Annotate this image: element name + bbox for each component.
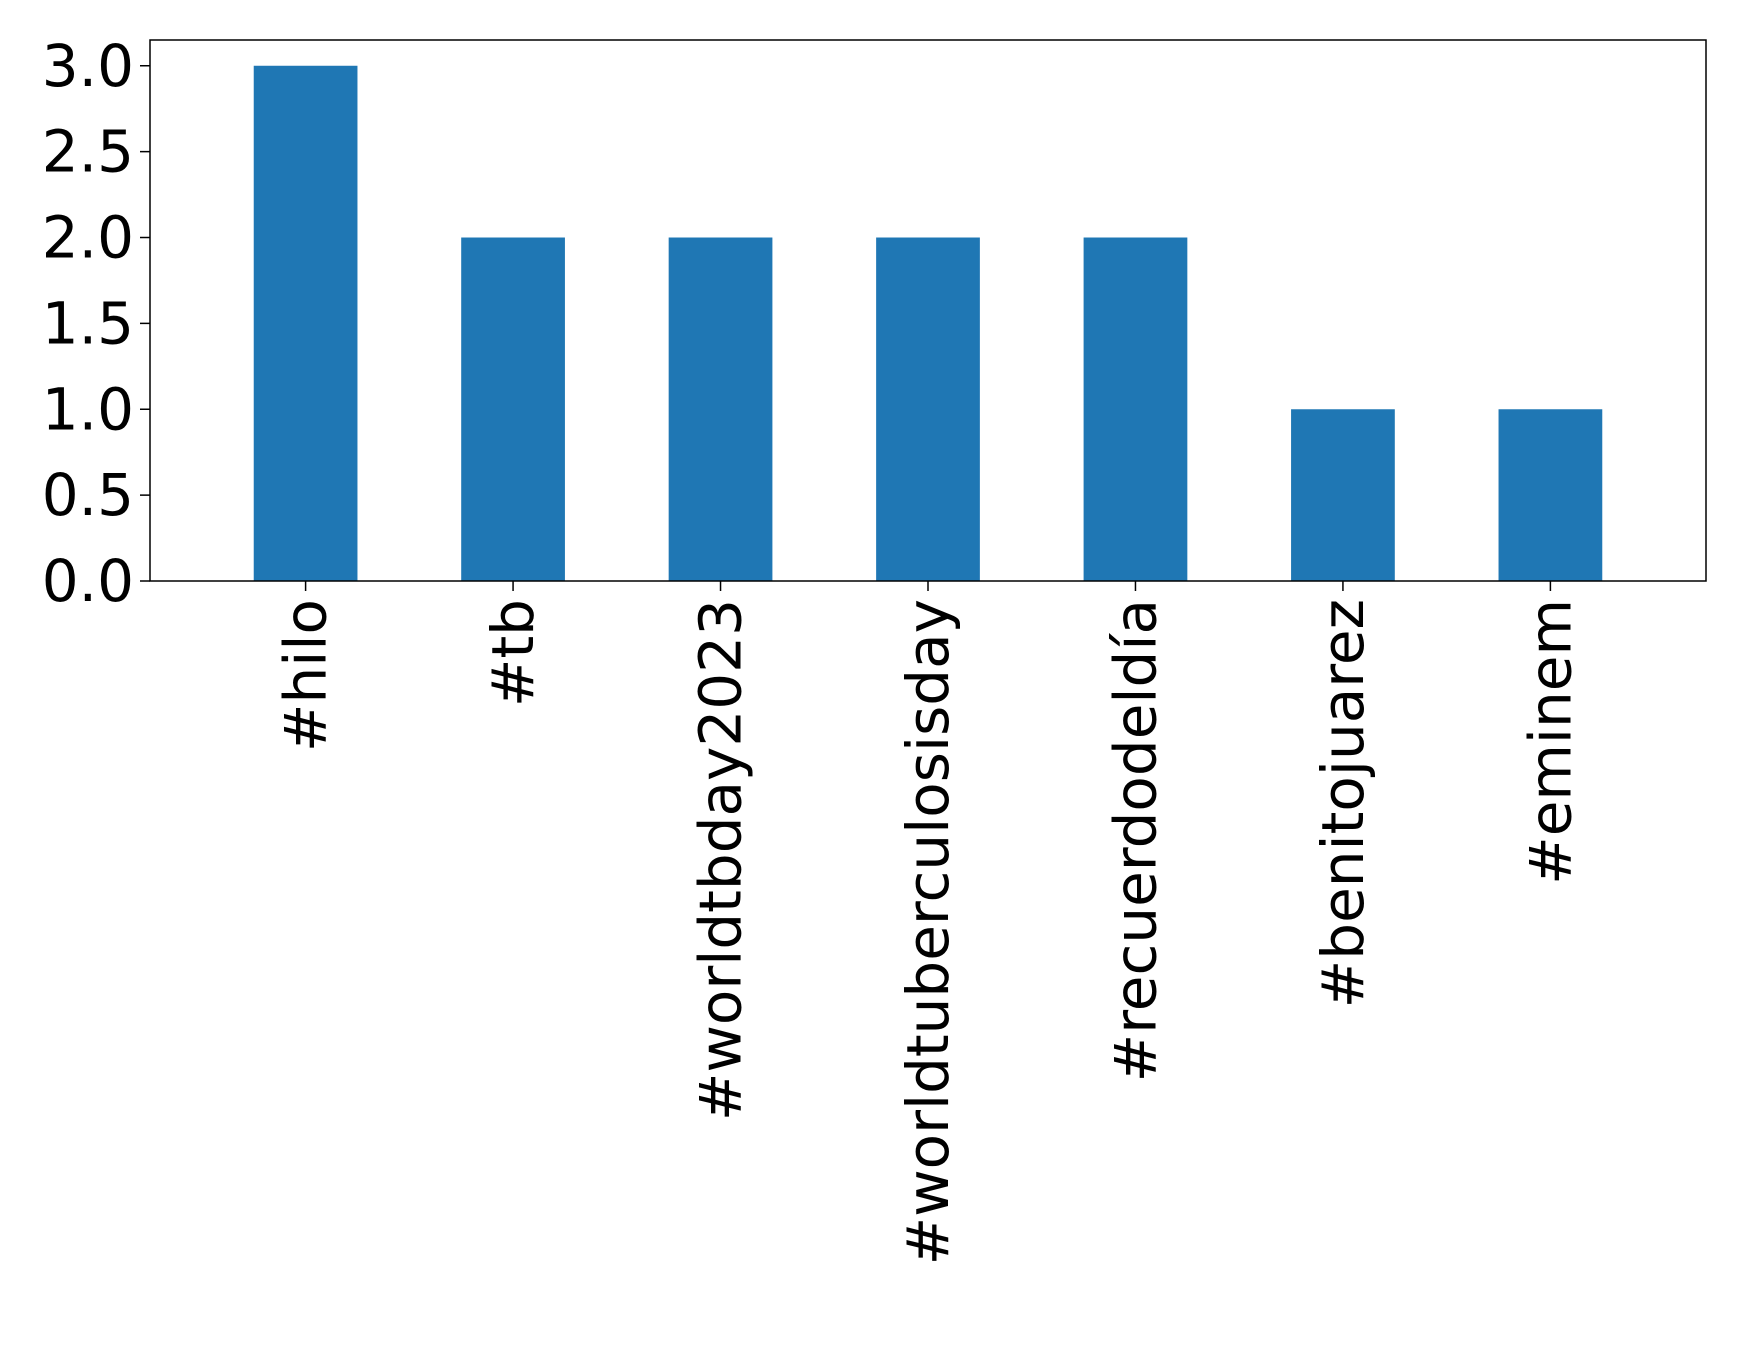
x-axis: #hilo #tb #worldtbday2023 #worldtuberculosi… (272, 581, 1584, 1265)
bar-4 (1083, 237, 1188, 581)
bar-2 (668, 237, 773, 581)
x-tick-label-0: #hilo (272, 599, 340, 752)
bars (253, 65, 1603, 581)
x-tick-label-5: #benitojuarez (1309, 599, 1377, 1008)
y-tick-label-5: 2.5 (42, 118, 134, 186)
y-tick-label-4: 2.0 (42, 204, 134, 272)
y-tick-label-0: 0.0 (42, 547, 134, 615)
x-tick-label-6: #eminem (1516, 599, 1584, 885)
bar-3 (876, 237, 980, 581)
y-tick-label-2: 1.0 (42, 375, 134, 443)
y-tick-label-3: 1.5 (42, 289, 134, 357)
y-tick-label-6: 3.0 (42, 32, 134, 100)
bar-1 (461, 237, 565, 581)
bar-6 (1498, 409, 1603, 581)
x-tick-label-4: #recuerdodeldía (1101, 599, 1169, 1082)
y-axis: 0.0 0.5 1.0 1.5 2.0 2.5 3.0 (42, 32, 150, 615)
x-tick-label-1: #tb (479, 599, 547, 707)
bar-0 (253, 65, 358, 581)
x-tick-label-3: #worldtuberculosisday (894, 599, 962, 1265)
y-tick-label-1: 0.5 (42, 461, 134, 529)
bar-5 (1291, 409, 1395, 581)
x-tick-label-2: #worldtbday2023 (687, 599, 755, 1121)
